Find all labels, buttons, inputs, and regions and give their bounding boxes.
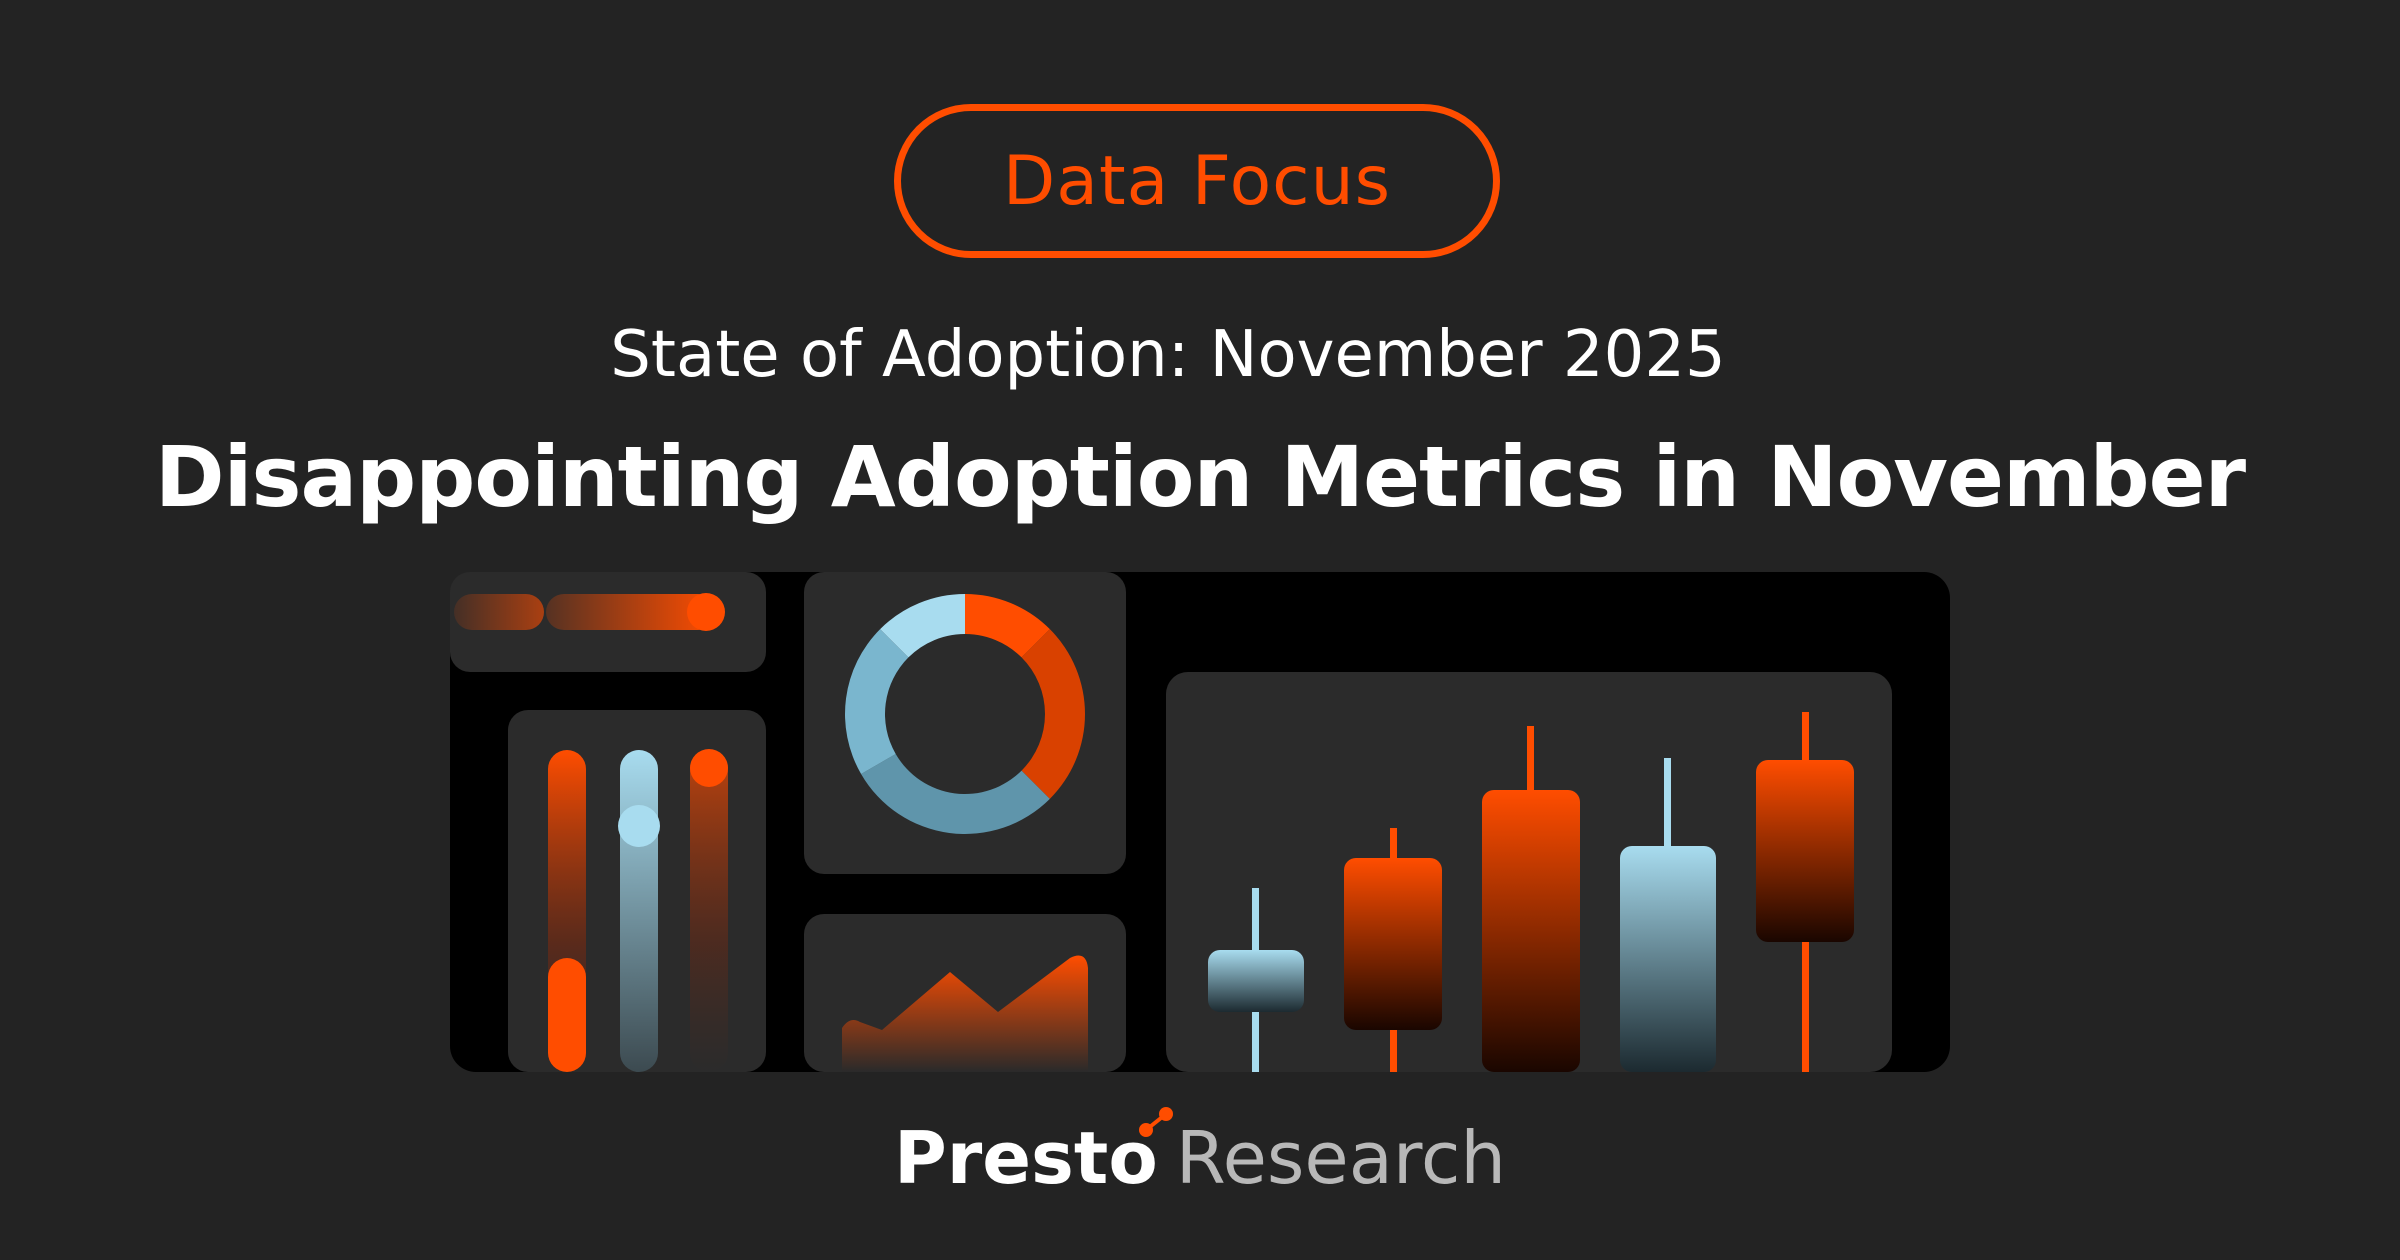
orange-slider-knob: [690, 749, 728, 787]
page-subtitle: State of Adoption: November 2025: [610, 318, 1726, 392]
page-title: Disappointing Adoption Metrics in Novemb…: [154, 428, 2246, 526]
horizontal-slider-knob: [687, 593, 725, 631]
candle: [1756, 760, 1854, 942]
brand-name: Presto: [894, 1107, 1173, 1200]
brand-suffix: Research: [1175, 1116, 1507, 1200]
data-focus-badge: Data Focus: [894, 104, 1500, 258]
area-chart: [842, 955, 1088, 1072]
candle: [1208, 950, 1304, 1012]
candle: [1344, 858, 1442, 1030]
horizontal-slider-bar: [546, 594, 716, 630]
candle: [1482, 790, 1580, 1072]
badge-label: Data Focus: [1002, 141, 1392, 221]
brand-logo: Presto Research: [0, 1107, 2400, 1200]
candle: [1620, 846, 1716, 1072]
molecule-icon: [1138, 1107, 1173, 1137]
dashboard-illustration: [450, 572, 1950, 1072]
blue-slider-knob: [618, 805, 660, 847]
donut-chart: [845, 594, 1085, 834]
